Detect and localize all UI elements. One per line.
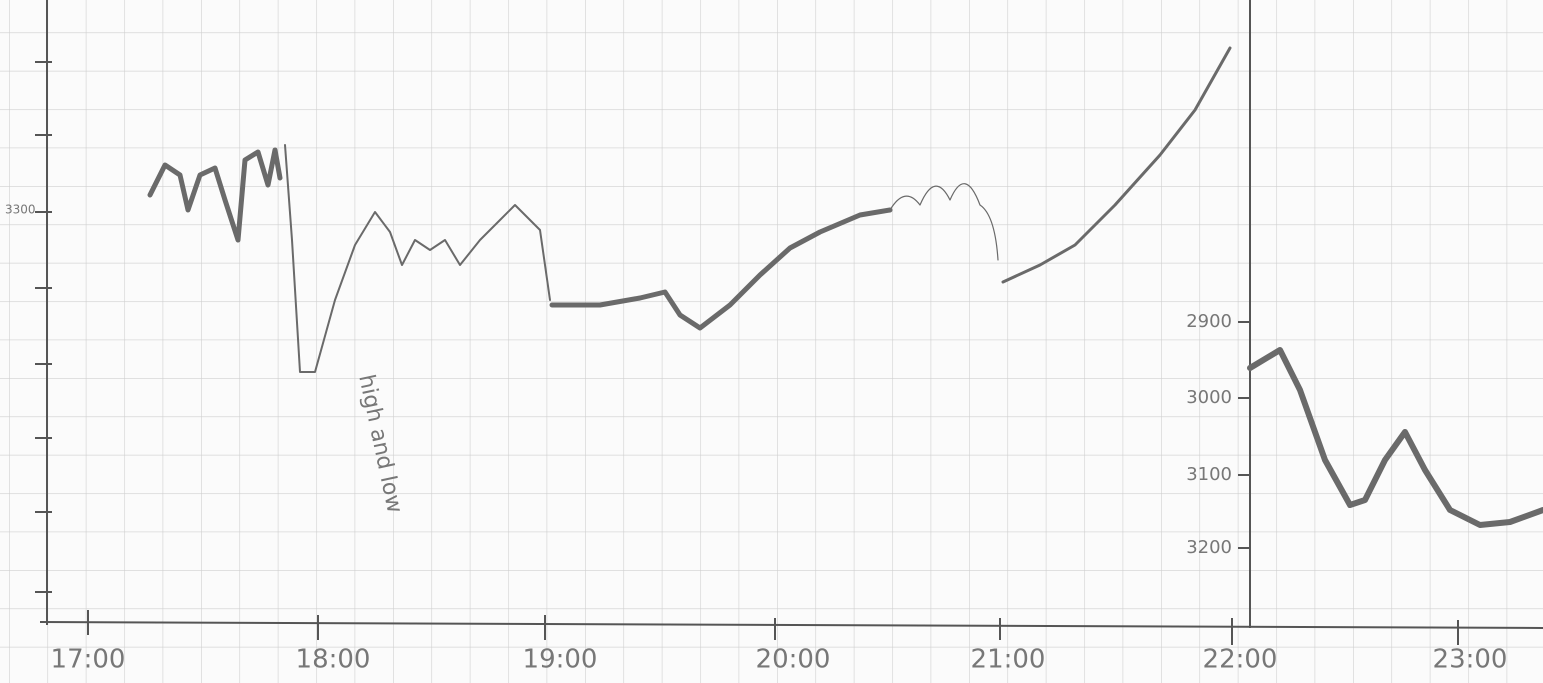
x-tick-label: 21:00 [971, 645, 1046, 675]
axes [35, 0, 1543, 645]
x-tick-label: 18:00 [296, 645, 371, 675]
x-tick-label: 20:00 [756, 645, 831, 675]
y-axis-label: 3300 [5, 203, 36, 217]
right-tick-label: 3200 [1186, 537, 1232, 558]
x-tick-label: 22:00 [1203, 645, 1278, 675]
x-tick-label: 19:00 [523, 645, 598, 675]
sketched-lines [147, 46, 1543, 528]
x-tick-label: 23:00 [1433, 645, 1508, 675]
right-tick-label: 2900 [1186, 311, 1232, 332]
x-tick-label: 17:00 [51, 645, 126, 675]
right-tick-label: 3100 [1186, 464, 1232, 485]
right-tick-label: 3000 [1186, 387, 1232, 408]
x-axis-labels: 17:00 18:00 19:00 20:00 21:00 22:00 23:00 [51, 645, 1508, 675]
right-axis-labels: 2900 3000 3100 3200 [1186, 311, 1232, 558]
